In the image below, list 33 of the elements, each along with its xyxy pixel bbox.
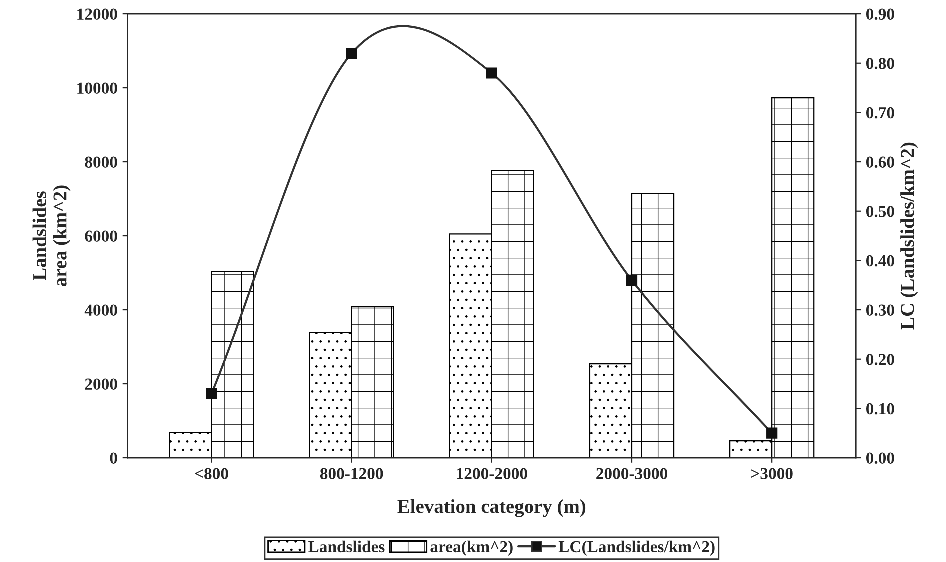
point: [766, 428, 778, 439]
y2-tick-label: 0.80: [866, 58, 894, 70]
y-tick-label: 10000: [78, 82, 118, 94]
point: [206, 388, 218, 400]
point: [626, 274, 638, 286]
y-tick-label: 6000: [85, 230, 118, 242]
y-tick-label: 0: [110, 452, 118, 464]
legend-label: LC(Landslides/km^2): [558, 540, 715, 556]
y2-tick-label: 0.30: [866, 304, 894, 316]
y-tick-label: 12000: [78, 8, 118, 20]
y-tick-label: 8000: [85, 156, 118, 168]
x-tick-label: 2000-3000: [596, 468, 668, 480]
y-tick-label: 4000: [84, 304, 118, 316]
x-tick-label: >3000: [752, 468, 793, 480]
legend-label: area(km^2): [430, 540, 513, 556]
y-axis-title: Landslides area (km^2): [32, 186, 71, 287]
y2-tick-label: 0.90: [866, 8, 894, 20]
point: [486, 68, 498, 79]
y2-tick-label: 0.50: [866, 206, 894, 218]
legend-label: Landslides: [308, 540, 385, 553]
point: [346, 48, 358, 60]
y-tick-label: 2000: [85, 378, 118, 390]
y2-tick-label: 0.10: [866, 403, 894, 415]
y2-tick-label: 0.20: [866, 354, 894, 366]
y2-tick-label: 0.40: [866, 255, 894, 267]
y2-tick-label: 0.70: [866, 107, 894, 119]
x-tick-label: 1200-2000: [457, 468, 528, 480]
y2-tick-label: 0.60: [866, 156, 894, 168]
x-axis-title: Elevation category (m): [398, 500, 586, 518]
y2-tick-label: 0.00: [866, 452, 894, 464]
x-tick-label: <800: [195, 468, 228, 480]
y2-axis-title: LC (Landslides/km^2): [900, 142, 918, 330]
x-tick-label: 800-1200: [320, 468, 384, 480]
